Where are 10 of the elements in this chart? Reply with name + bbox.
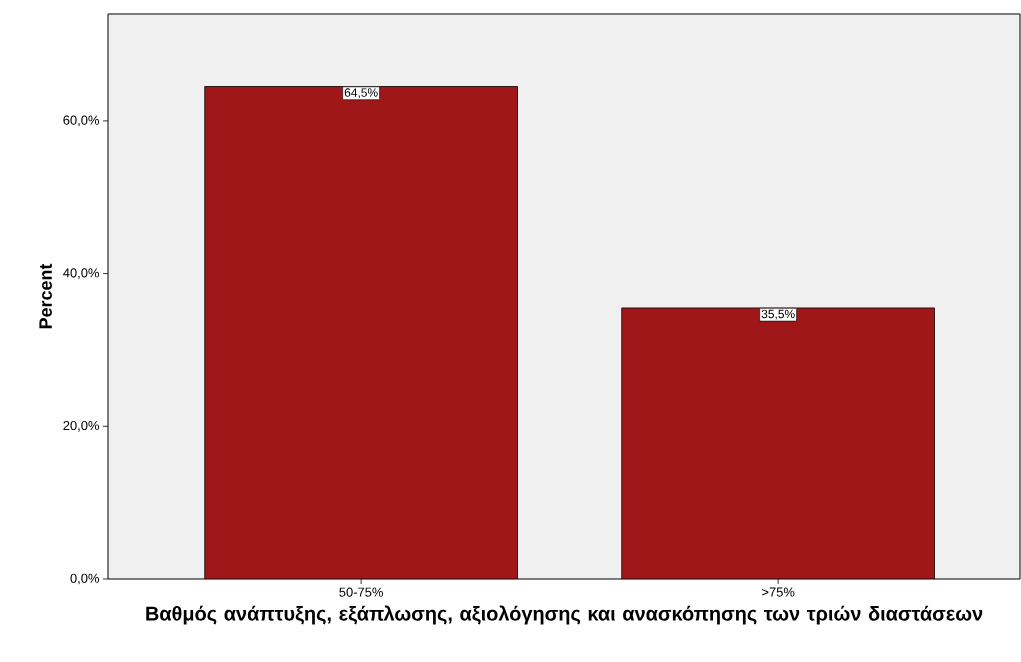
y-axis-title: Percent: [39, 263, 52, 329]
x-axis-title: Βαθμός ανάπτυξης, εξάπλωσης, αξιολόγησης και ανασκόπησης των τριών διαστάσεων: [146, 605, 983, 625]
data-label: 35,5%: [761, 309, 795, 320]
data-label: 64,5%: [344, 88, 378, 99]
x-tick-label: 50-75%: [339, 587, 383, 597]
y-tick-label: 20,0%: [63, 420, 100, 432]
y-tick-label: 40,0%: [63, 268, 100, 279]
y-tick-label: 60,0%: [63, 115, 100, 127]
x-tick-label: >75%: [762, 587, 795, 597]
y-tick-label: 0,0%: [70, 573, 100, 585]
